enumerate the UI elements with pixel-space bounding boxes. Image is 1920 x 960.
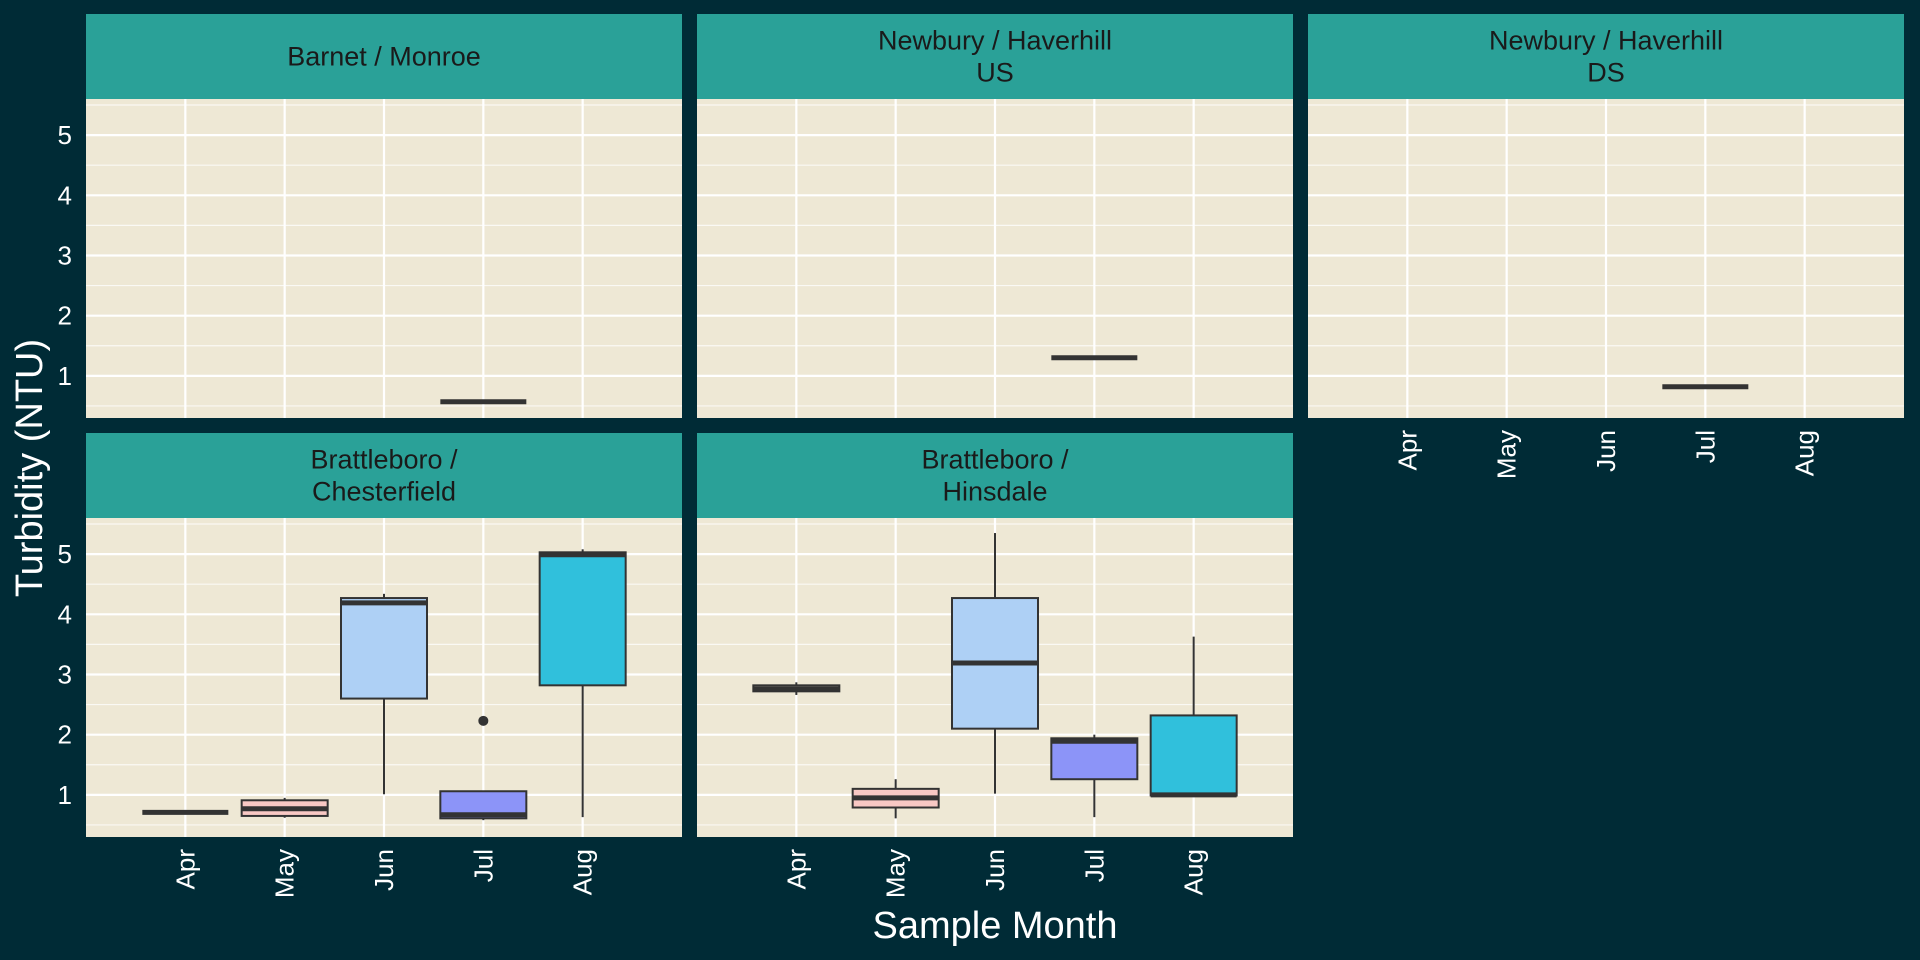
facet-strip <box>86 14 682 99</box>
facet-strip-label: Barnet / Monroe <box>287 42 481 72</box>
y-tick-label: 3 <box>58 659 72 689</box>
y-tick-label: 3 <box>58 240 72 270</box>
facet-strip-label: Hinsdale <box>942 477 1047 507</box>
x-tick-label: Aug <box>1179 849 1209 895</box>
y-tick-label: 5 <box>58 539 72 569</box>
outlier-point <box>478 715 489 726</box>
facet-strip-label: Newbury / Haverhill <box>1489 26 1723 56</box>
x-tick-label: Jul <box>1079 849 1109 882</box>
box-aug <box>1149 636 1238 798</box>
x-tick-label: May <box>270 849 300 898</box>
facet-strip <box>1308 14 1904 99</box>
box-body <box>1149 714 1238 797</box>
y-axis-title: Turbidity (NTU) <box>9 339 51 597</box>
box-jul <box>439 715 528 821</box>
facet-strip <box>697 14 1293 99</box>
x-tick-label: Apr <box>170 849 200 890</box>
facet-panel: Barnet / Monroe 1 2 3 4 5 <box>58 14 682 418</box>
y-tick-label: 5 <box>58 120 72 150</box>
y-tick-label: 1 <box>58 361 72 391</box>
box-aug <box>538 549 627 818</box>
x-tick-label: Aug <box>568 849 598 895</box>
x-tick-label: Apr <box>781 849 811 890</box>
box-body <box>538 551 627 687</box>
x-tick-label: Jul <box>1690 430 1720 463</box>
x-tick-label: Jun <box>1591 430 1621 472</box>
x-tick-label: Apr <box>1392 430 1422 471</box>
facet-panel: Brattleboro /Chesterfield 1 2 3 4 5 Apr May Jun J… <box>58 433 682 898</box>
x-tick-label: May <box>881 849 911 898</box>
box-jun <box>340 593 428 795</box>
facet-strip-label: US <box>976 58 1014 88</box>
box-apr <box>752 682 841 695</box>
x-tick-label: Aug <box>1790 430 1820 476</box>
y-tick-label: 2 <box>58 301 72 331</box>
facet-strip <box>86 433 682 518</box>
facet-strip-label: Newbury / Haverhill <box>878 26 1112 56</box>
x-axis-title: Sample Month <box>872 905 1117 947</box>
x-tick-label: Jun <box>980 849 1010 891</box>
facet-strip-label: DS <box>1587 58 1625 88</box>
box-jun <box>951 533 1039 794</box>
x-tick-label: Jun <box>369 849 399 891</box>
facet-strip-label: Brattleboro / <box>921 445 1069 475</box>
box-jul <box>1050 734 1139 818</box>
facet-strip-label: Chesterfield <box>312 477 456 507</box>
facet-panel: Brattleboro /Hinsdale Apr May Jun Jul Aug <box>697 433 1293 898</box>
facet-strip-label: Brattleboro / <box>310 445 458 475</box>
box-body <box>1050 737 1139 781</box>
y-tick-label: 2 <box>58 720 72 750</box>
facet-strip <box>697 433 1293 518</box>
box-may <box>240 797 329 818</box>
box-may <box>851 779 940 819</box>
y-tick-label: 1 <box>58 780 72 810</box>
y-tick-label: 4 <box>58 180 72 210</box>
x-tick-label: Jul <box>468 849 498 882</box>
x-tick-label: May <box>1492 430 1522 479</box>
box-body <box>340 597 428 700</box>
y-tick-label: 4 <box>58 599 72 629</box>
